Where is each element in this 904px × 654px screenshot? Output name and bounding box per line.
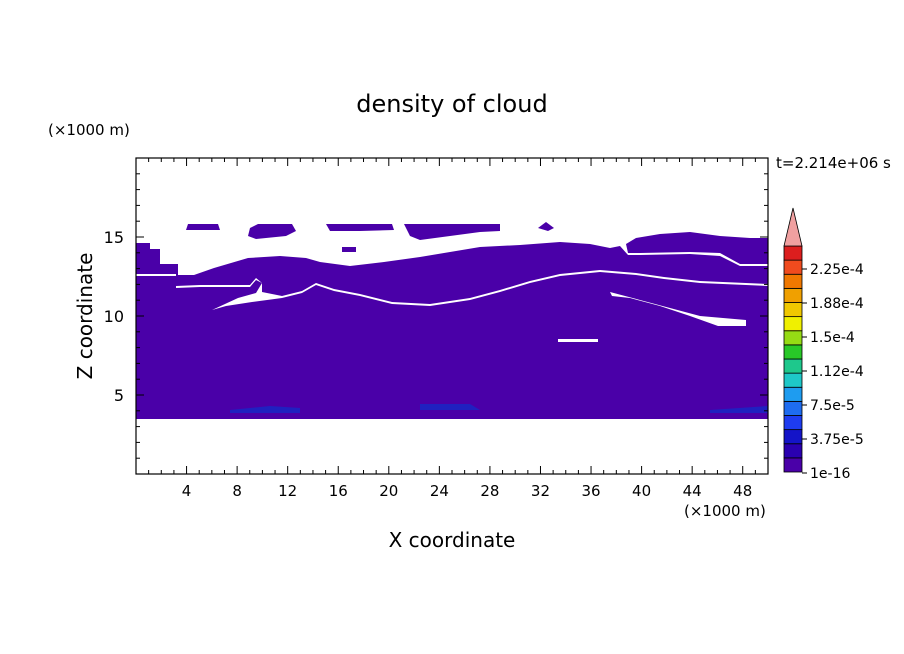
colorbar-swatch <box>783 386 803 402</box>
y-unit-label: (×1000 m) <box>48 121 130 139</box>
x-tick-label: 40 <box>632 482 651 500</box>
x-tick-label: 32 <box>531 482 550 500</box>
mid-cloud-band <box>136 242 768 304</box>
colorbar-swatch <box>783 429 803 445</box>
colorbar-swatch <box>783 443 803 459</box>
upper-patch-1 <box>186 224 220 230</box>
cloud-gap-right <box>610 292 746 326</box>
y-axis-ticks: 5 10 15 <box>104 173 768 459</box>
y-tick-label: 5 <box>114 386 124 405</box>
x-tick-label: 36 <box>581 482 600 500</box>
colorbar-label: 1.88e-4 <box>810 296 864 312</box>
cloud-gap-small <box>558 339 598 342</box>
colorbar-extension-arrow <box>783 207 803 247</box>
x-tick-label: 48 <box>733 482 752 500</box>
x-axis-label: X coordinate <box>389 528 516 552</box>
chart-title: density of cloud <box>356 90 547 118</box>
x-tick-label: 28 <box>480 482 499 500</box>
y-axis-label: Z coordinate <box>73 253 97 380</box>
x-tick-label: 16 <box>329 482 348 500</box>
colorbar-swatch <box>783 245 803 261</box>
colorbar-label: 1.5e-4 <box>810 330 855 346</box>
colorbar-swatch <box>783 358 803 374</box>
colorbar-swatch <box>783 302 803 318</box>
x-tick-label: 12 <box>278 482 297 500</box>
colorbar: 2.25e-4 1.88e-4 1.5e-4 1.12e-4 7.5e-5 3.75e-5… <box>783 207 864 482</box>
near-base-denser-patch-2 <box>420 404 480 410</box>
time-label: t=2.214e+06 s <box>776 154 891 172</box>
x-axis-ticks: 4 8 12 16 20 24 28 32 36 40 44 48 <box>148 158 756 500</box>
x-unit-label: (×1000 m) <box>684 502 766 520</box>
colorbar-swatch <box>783 415 803 431</box>
colorbar-label: 2.25e-4 <box>810 262 864 278</box>
colorbar-swatch <box>783 400 803 416</box>
upper-patch-2 <box>248 224 296 239</box>
y-tick-label: 15 <box>104 228 124 247</box>
upper-patch-3 <box>326 224 394 231</box>
x-tick-label: 4 <box>182 482 192 500</box>
y-tick-label: 10 <box>104 307 124 326</box>
colorbar-swatch <box>783 344 803 360</box>
near-base-denser-patch-3 <box>710 406 768 413</box>
colorbar-swatch <box>783 372 803 388</box>
upper-patch-4 <box>404 224 500 240</box>
colorbar-label: 3.75e-5 <box>810 432 864 448</box>
x-tick-label: 44 <box>683 482 702 500</box>
colorbar-label: 7.5e-5 <box>810 398 855 414</box>
upper-patch-6 <box>342 247 356 252</box>
colorbar-swatch <box>783 273 803 289</box>
colorbar-swatch <box>783 259 803 275</box>
x-tick-label: 8 <box>232 482 242 500</box>
x-tick-label: 24 <box>430 482 449 500</box>
x-tick-label: 20 <box>379 482 398 500</box>
colorbar-swatch <box>783 316 803 332</box>
colorbar-label: 1.12e-4 <box>810 364 864 380</box>
colorbar-swatch <box>783 457 803 473</box>
colorbar-label: 1e-16 <box>810 466 850 482</box>
upper-patch-5 <box>538 222 554 231</box>
main-cloud-body <box>136 272 768 419</box>
upper-right-band <box>626 232 768 264</box>
colorbar-swatch <box>783 287 803 303</box>
colorbar-swatch <box>783 330 803 346</box>
upper-left-band <box>136 243 160 264</box>
near-base-denser-patch-1 <box>230 406 300 413</box>
cloud-field <box>136 222 768 419</box>
